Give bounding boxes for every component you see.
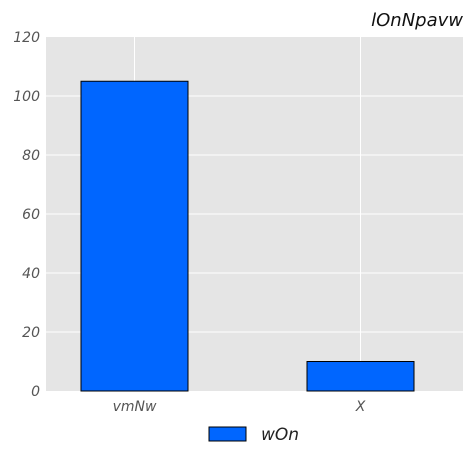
y-tick-label: 20	[22, 325, 40, 341]
y-axis-tick-labels: 0 20 40 60 80 100 120	[13, 30, 40, 400]
bar-vmnw	[80, 80, 189, 392]
x-axis-tick-labels: vmNw X	[113, 399, 366, 415]
y-tick-label: 60	[22, 207, 40, 223]
legend: wOn	[208, 425, 299, 445]
chart-title: lOnNpavw	[371, 10, 463, 31]
bar-x	[306, 361, 415, 392]
y-tick-label: 100	[13, 89, 40, 105]
y-tick-label: 0	[31, 384, 40, 400]
bar-series	[80, 80, 415, 392]
legend-swatch-won	[208, 426, 247, 442]
y-tick-label: 80	[22, 148, 40, 164]
x-tick-label: X	[355, 399, 366, 415]
y-tick-label: 120	[13, 30, 40, 46]
y-tick-label: 40	[22, 266, 40, 282]
x-tick-label: vmNw	[113, 399, 157, 415]
legend-label-won: wOn	[261, 425, 299, 445]
